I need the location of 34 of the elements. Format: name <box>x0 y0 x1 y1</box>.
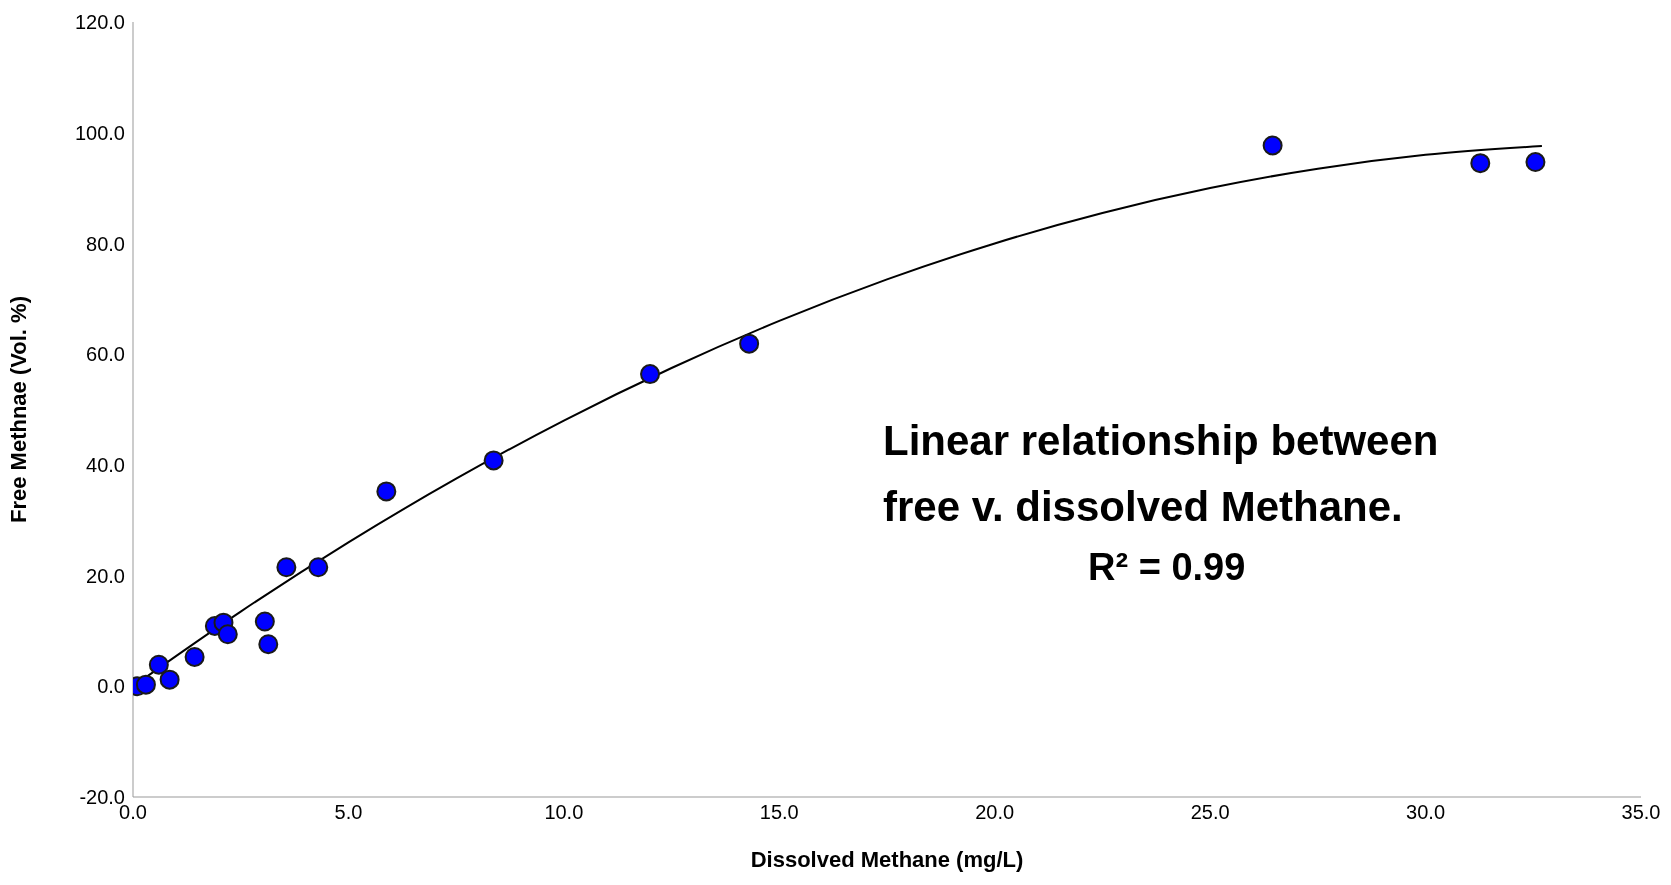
annotation: Linear relationship between free v. dissolved Methane. <box>883 416 1440 532</box>
x-tick-label: 25.0 <box>1190 801 1230 824</box>
y-tick-label: 0.0 <box>97 675 125 698</box>
y-tick-label: 60.0 <box>86 343 125 366</box>
point <box>135 674 156 695</box>
x-tick-label: 20.0 <box>975 801 1015 824</box>
point <box>1470 153 1491 174</box>
point <box>276 557 297 578</box>
annotation: R² = 0.99 <box>1088 546 1246 589</box>
y-tick-label: 80.0 <box>86 232 125 255</box>
y-axis-title: Free Methnae (Vol. %) <box>5 296 31 523</box>
point <box>254 611 275 632</box>
point <box>1525 152 1546 173</box>
point <box>483 450 504 471</box>
point <box>258 634 279 655</box>
point <box>739 333 760 354</box>
y-tick-label: 20.0 <box>86 564 125 587</box>
y-tick-label: 120.0 <box>74 11 125 34</box>
x-tick-label: 15.0 <box>759 801 799 824</box>
point <box>184 646 205 667</box>
point <box>217 624 238 645</box>
point <box>1262 135 1283 156</box>
x-axis-title: Dissolved Methane (mg/L) <box>750 847 1024 872</box>
x-tick-label: 30.0 <box>1406 801 1446 824</box>
point <box>640 364 661 385</box>
point <box>159 669 180 690</box>
x-tick-label: 10.0 <box>544 801 584 824</box>
x-tick-label: 5.0 <box>334 801 363 824</box>
point <box>148 654 169 675</box>
y-tick-label: 40.0 <box>86 453 125 476</box>
point <box>308 557 329 578</box>
y-tick-label: 100.0 <box>74 121 125 144</box>
x-tick-label: 35.0 <box>1621 801 1661 824</box>
point <box>376 481 397 502</box>
